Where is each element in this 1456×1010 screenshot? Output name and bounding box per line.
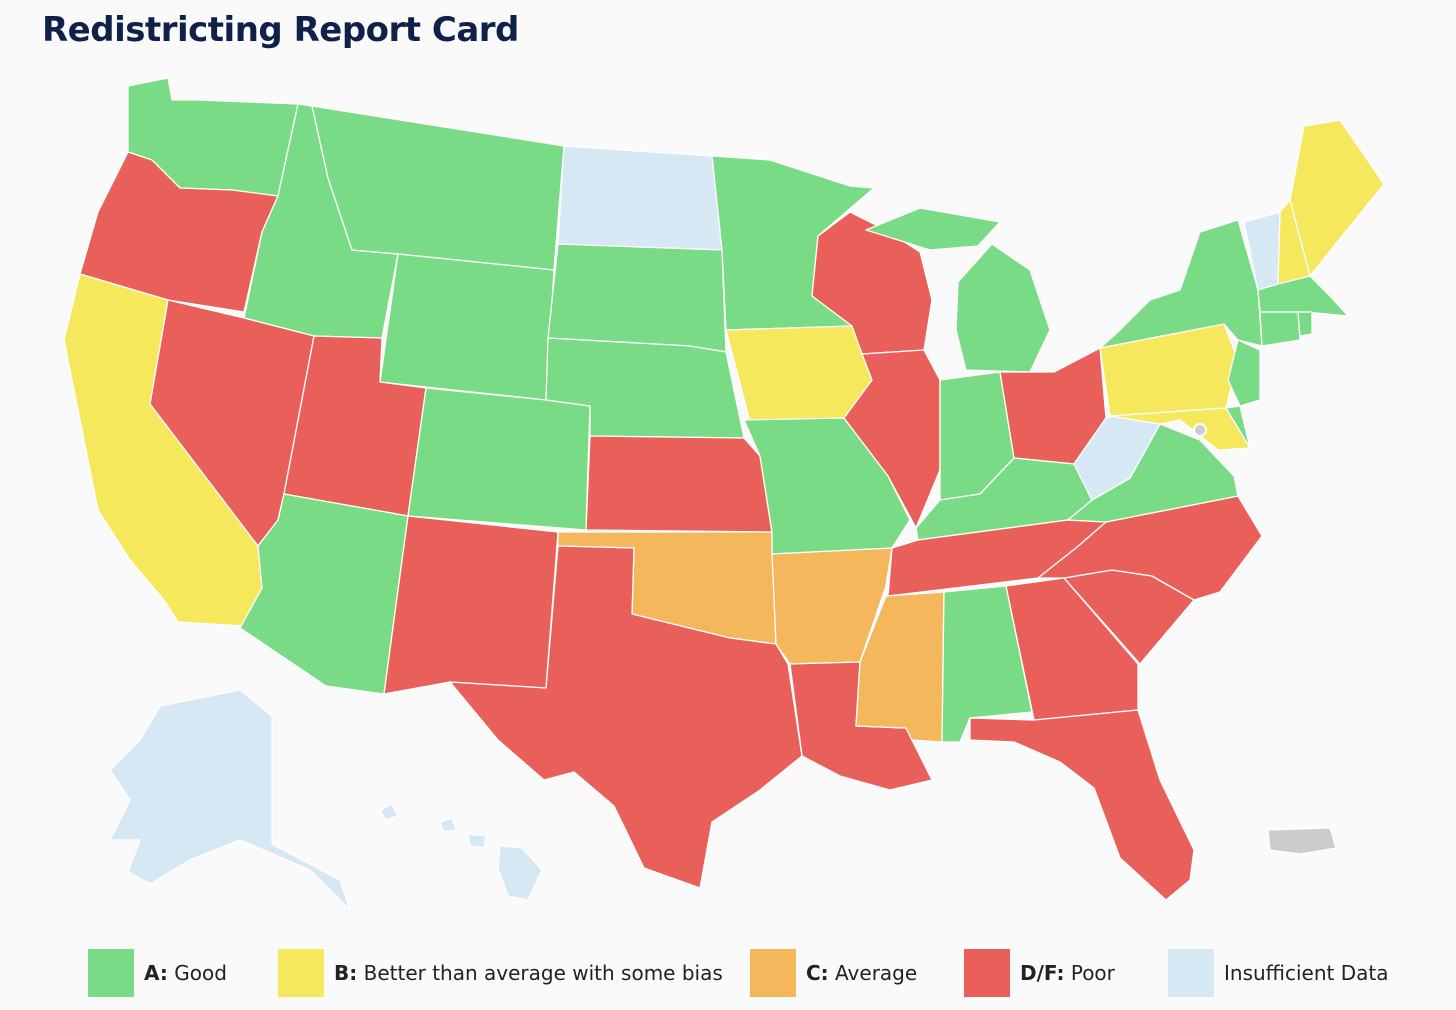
- legend-item-b: B: Better than average with some bias: [278, 948, 723, 998]
- legend-grade-c: C:: [806, 961, 829, 985]
- state-WY[interactable]: [379, 253, 555, 401]
- legend-item-c: C: Average: [750, 948, 917, 998]
- state-WI[interactable]: [811, 211, 933, 355]
- legend-label-a: Good: [174, 961, 227, 985]
- state-KS[interactable]: [585, 435, 773, 533]
- state-TX[interactable]: [449, 545, 803, 889]
- legend-swatch-b: [278, 949, 324, 997]
- state-NC[interactable]: [1037, 495, 1263, 601]
- state-RI[interactable]: [1297, 311, 1313, 337]
- territory-puerto-rico[interactable]: [1267, 827, 1337, 855]
- state-HI[interactable]: [379, 803, 543, 901]
- state-ND[interactable]: [557, 145, 723, 251]
- state-NM[interactable]: [383, 515, 559, 695]
- page-title: Redistricting Report Card: [42, 10, 519, 50]
- state-CO[interactable]: [407, 387, 591, 531]
- state-IA[interactable]: [725, 325, 873, 423]
- legend-grade-a: A:: [144, 961, 168, 985]
- legend-item-a: A: Good: [88, 948, 227, 998]
- state-GA[interactable]: [1005, 577, 1139, 721]
- legend-item-df: D/F: Poor: [964, 948, 1115, 998]
- state-NY[interactable]: [1099, 219, 1263, 349]
- state-AK[interactable]: [109, 689, 351, 911]
- legend: A: Good B: Better than average with some…: [0, 948, 1456, 998]
- state-SD[interactable]: [547, 243, 727, 353]
- legend-item-insufficient: Insufficient Data: [1168, 948, 1389, 998]
- legend-swatch-df: [964, 949, 1010, 997]
- state-ME[interactable]: [1289, 119, 1385, 277]
- dc-marker[interactable]: [1193, 423, 1207, 437]
- state-MI[interactable]: [865, 207, 1051, 373]
- legend-grade-b: B:: [334, 961, 358, 985]
- legend-swatch-c: [750, 949, 796, 997]
- state-FL[interactable]: [969, 709, 1195, 901]
- legend-label-c: Average: [835, 961, 918, 985]
- legend-label-insufficient: Insufficient Data: [1224, 961, 1389, 985]
- legend-label-df: Poor: [1070, 961, 1115, 985]
- state-DE[interactable]: [1225, 405, 1251, 449]
- legend-grade-df: D/F:: [1020, 961, 1065, 985]
- state-MT[interactable]: [311, 105, 565, 271]
- state-NJ[interactable]: [1227, 339, 1261, 407]
- legend-label-b: Better than average with some bias: [363, 961, 723, 985]
- legend-swatch-a: [88, 949, 134, 997]
- us-choropleth-map: [63, 77, 1385, 911]
- legend-swatch-insufficient: [1168, 949, 1214, 997]
- state-CT[interactable]: [1259, 311, 1301, 347]
